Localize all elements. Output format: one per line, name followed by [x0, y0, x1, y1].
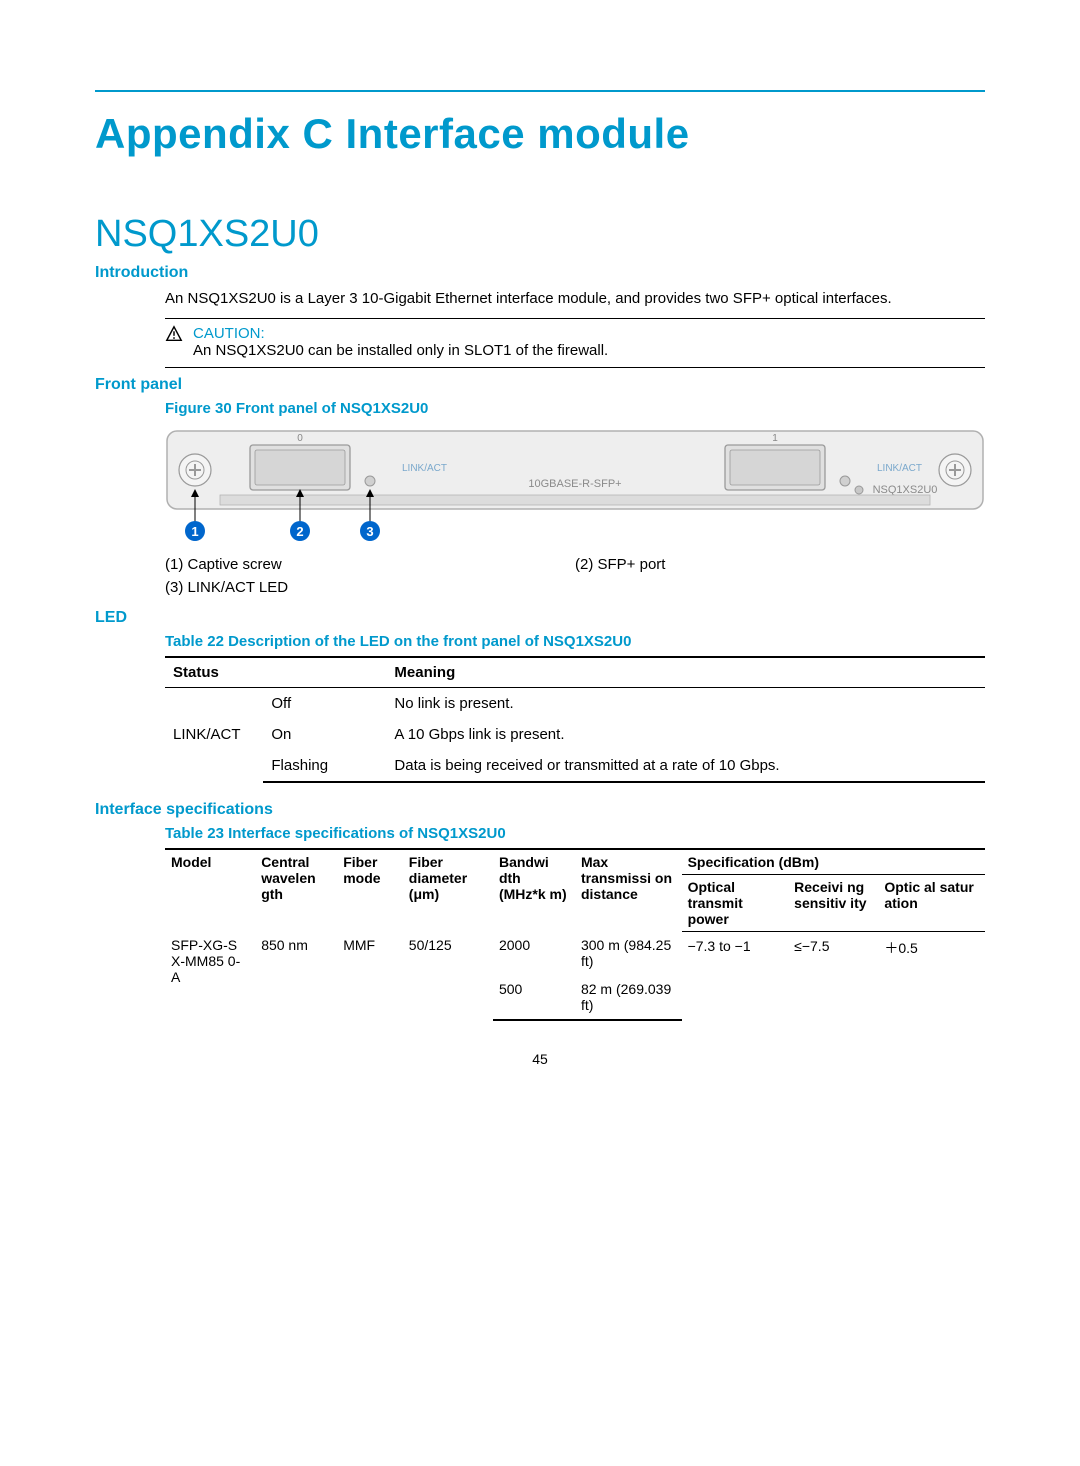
svg-text:2: 2 [296, 524, 303, 539]
spec-distance: 82 m (269.039 ft) [575, 975, 682, 1020]
led-state: On [263, 719, 386, 750]
svg-text:LINK/ACT: LINK/ACT [877, 463, 922, 474]
front-panel-figure: 0 1 LINK/ACT LINK/ACT 10GBASE-R-SFP+ NSQ… [165, 423, 985, 543]
svg-text:1: 1 [191, 524, 198, 539]
th-diameter: Fiber diameter (μm) [403, 849, 493, 932]
spec-wavelen: 850 nm [255, 931, 337, 1020]
led-state: Off [263, 687, 386, 719]
spec-table: Model Central wavelen gth Fiber mode Fib… [165, 848, 985, 1022]
led-th-status: Status [165, 657, 386, 688]
spec-bandwidth: 500 [493, 975, 575, 1020]
intro-heading: Introduction [95, 264, 985, 282]
led-table-caption: Table 22 Description of the LED on the f… [165, 633, 985, 650]
svg-text:NSQ1XS2U0: NSQ1XS2U0 [873, 484, 938, 496]
page-title: Appendix C Interface module [95, 110, 985, 158]
th-rxsens: Receivi ng sensitiv ity [788, 874, 878, 931]
led-meaning: No link is present. [386, 687, 985, 719]
spec-distance: 300 m (984.25 ft) [575, 931, 682, 975]
specs-heading: Interface specifications [95, 801, 985, 819]
led-meaning: Data is being received or transmitted at… [386, 750, 985, 782]
intro-text: An NSQ1XS2U0 is a Layer 3 10-Gigabit Eth… [165, 288, 985, 310]
th-sat: Optic al satur ation [878, 874, 985, 931]
table-row: LINK/ACT Off No link is present. [165, 687, 985, 719]
table-row: Flashing Data is being received or trans… [165, 750, 985, 782]
spec-bandwidth: 2000 [493, 931, 575, 975]
table-row: SFP-XG-S X-MM85 0-A 850 nm MMF 50/125 20… [165, 931, 985, 975]
spec-model: SFP-XG-S X-MM85 0-A [165, 931, 255, 1020]
callout-legend-item: (2) SFP+ port [575, 553, 985, 576]
svg-text:0: 0 [297, 433, 303, 444]
top-rule [95, 90, 985, 92]
caution-text: An NSQ1XS2U0 can be installed only in SL… [193, 342, 608, 365]
led-group: LINK/ACT [165, 687, 263, 782]
caution-label: CAUTION: [193, 325, 608, 342]
svg-text:LINK/ACT: LINK/ACT [402, 463, 447, 474]
led-state: Flashing [263, 750, 386, 782]
th-spec-group: Specification (dBm) [682, 849, 985, 875]
section-title: NSQ1XS2U0 [95, 213, 985, 256]
spec-diameter: 50/125 [403, 931, 493, 1020]
th-wavelen: Central wavelen gth [255, 849, 337, 932]
caution-icon [165, 325, 183, 343]
th-txpower: Optical transmit power [682, 874, 789, 931]
table-row: On A 10 Gbps link is present. [165, 719, 985, 750]
spec-txpower: −7.3 to −1 [682, 931, 789, 1020]
caution-box: CAUTION: An NSQ1XS2U0 can be installed o… [165, 318, 985, 368]
callout-legend-item: (1) Captive screw [165, 553, 575, 576]
led-table: Status Meaning LINK/ACT Off No link is p… [165, 656, 985, 783]
callout-legend: (1) Captive screw (2) SFP+ port (3) LINK… [165, 553, 985, 599]
spec-mode: MMF [337, 931, 403, 1020]
spec-table-caption: Table 23 Interface specifications of NSQ… [165, 825, 985, 842]
spec-sat: ＋0.5 [878, 931, 985, 1020]
led-heading: LED [95, 609, 985, 627]
figure-caption: Figure 30 Front panel of NSQ1XS2U0 [165, 400, 985, 417]
led-th-meaning: Meaning [386, 657, 985, 688]
th-mode: Fiber mode [337, 849, 403, 932]
spec-rxsens: ≤−7.5 [788, 931, 878, 1020]
svg-text:10GBASE-R-SFP+: 10GBASE-R-SFP+ [528, 478, 621, 490]
callout-legend-item: (3) LINK/ACT LED [165, 576, 575, 599]
th-distance: Max transmissi on distance [575, 849, 682, 932]
led-meaning: A 10 Gbps link is present. [386, 719, 985, 750]
frontpanel-heading: Front panel [95, 376, 985, 394]
page-number: 45 [95, 1051, 985, 1067]
th-model: Model [165, 849, 255, 932]
svg-text:3: 3 [366, 524, 373, 539]
svg-text:1: 1 [772, 433, 778, 444]
th-bandwidth: Bandwi dth (MHz*k m) [493, 849, 575, 932]
